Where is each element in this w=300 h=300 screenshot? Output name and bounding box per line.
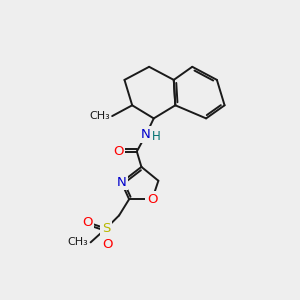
Text: H: H xyxy=(152,130,161,142)
Text: O: O xyxy=(147,193,158,206)
Text: O: O xyxy=(82,216,93,229)
Text: CH₃: CH₃ xyxy=(89,111,110,121)
Text: N: N xyxy=(116,176,126,189)
Text: S: S xyxy=(102,222,110,235)
Text: N: N xyxy=(141,128,151,141)
Text: O: O xyxy=(102,238,113,251)
Text: O: O xyxy=(113,145,124,158)
Text: CH₃: CH₃ xyxy=(68,237,88,248)
